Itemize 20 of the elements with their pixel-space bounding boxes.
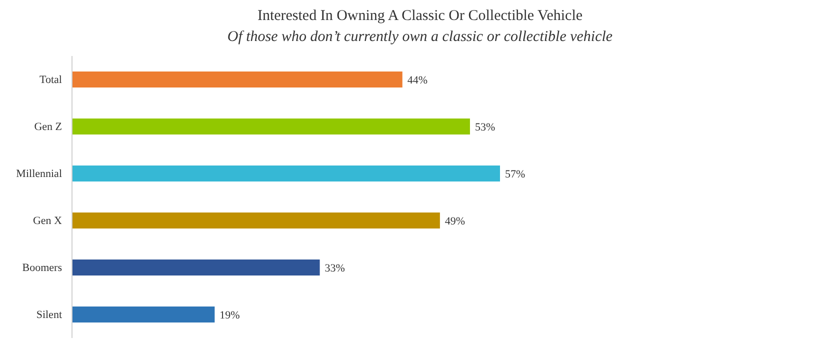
data-label: 44% [407,74,428,86]
bar [72,72,402,88]
y-tick-label: Boomers [22,262,62,274]
data-label: 19% [220,310,240,322]
y-tick-label: Gen Z [34,121,62,134]
bar [72,306,215,322]
bar [72,260,320,276]
y-tick-label: Total [40,74,62,86]
chart-subtitle: Of those who don’t currently own a classic or collectible vehicle [227,29,613,45]
y-tick-label: Gen X [32,215,62,228]
bar [72,118,470,134]
data-label: 53% [474,122,496,134]
data-label: 57% [505,168,526,180]
y-tick-label: Silent [36,309,62,322]
y-tick-label: Millennial [16,168,62,180]
bar [72,166,500,182]
data-label: 49% [444,216,466,228]
bar [72,212,440,228]
chart-title: Interested In Owning A Classic Or Collectible Vehicle [257,8,583,24]
data-label: 33% [324,262,345,274]
